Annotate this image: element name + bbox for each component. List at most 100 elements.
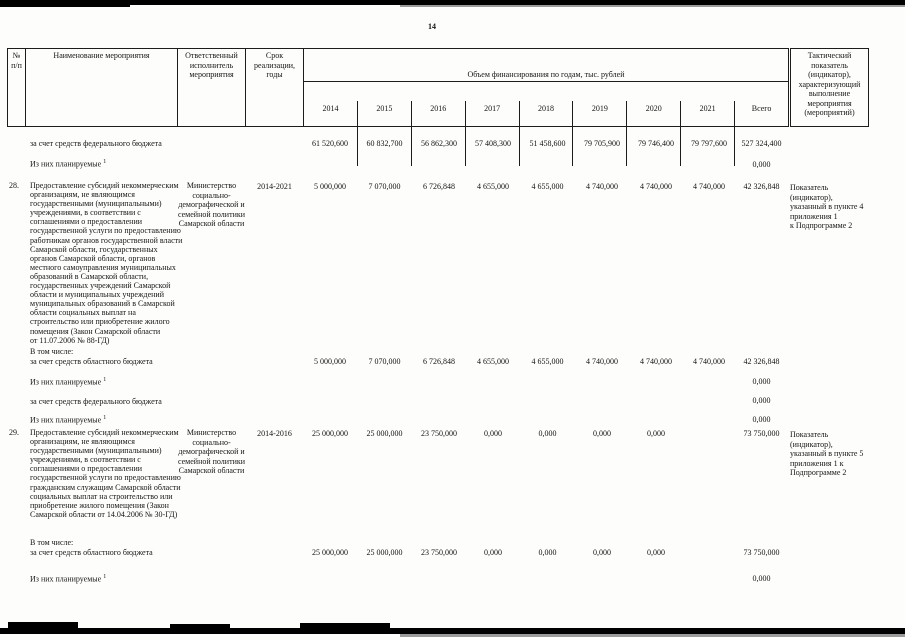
scan-artifact-top-gray: [400, 5, 905, 7]
measure-term: 2014-2016: [257, 429, 292, 438]
footnote-marker: 1: [103, 415, 107, 421]
row-label: В том числе: за счет средств областного …: [30, 538, 153, 557]
value-cell: 0,000: [593, 547, 611, 557]
value-cell: 6 726,848: [423, 356, 455, 366]
value-cell: 4 740,000: [640, 356, 672, 366]
value-cell: 4 740,000: [586, 356, 618, 366]
value-cell: 23 750,000: [421, 547, 457, 557]
value-cell: 0,000: [593, 429, 611, 438]
measure-name: Предоставление субсидий некоммерческим о…: [30, 428, 181, 519]
total-cell: 73 750,000: [743, 429, 780, 438]
value-cell: 4 655,000: [531, 356, 564, 366]
total-cell: 73 750,000: [743, 547, 780, 557]
value-cell: 4 740,000: [640, 182, 672, 191]
header-cell-term: Срок реализации, годы: [245, 48, 304, 127]
total-cell: 42 326,848: [743, 356, 780, 366]
scan-artifact-bottom-bar: [0, 628, 905, 634]
header-group-financing: Объем финансирования по годам, тыс. рубл…: [303, 48, 789, 166]
value-cell: 51 458,600: [529, 139, 566, 148]
total-cell: 0,000: [752, 574, 771, 583]
value-cell: 79 705,900: [584, 139, 620, 148]
row-label: за счет средств федерального бюджета: [30, 139, 162, 148]
row-label: Из них планируемые 1: [30, 414, 106, 425]
total-cell: 0,000: [752, 396, 771, 405]
value-cell: 60 832,700: [366, 139, 403, 148]
header-financing-title: Объем финансирования по годам, тыс. рубл…: [304, 68, 788, 82]
value-cell: 5 000,000: [314, 356, 346, 366]
value-cell: 0,000: [484, 547, 502, 557]
value-cell: 56 862,300: [421, 139, 457, 148]
header-cell-executor: Ответственный исполнитель мероприятия: [177, 48, 246, 127]
value-cell: 5 000,000: [314, 182, 346, 191]
value-cell: 4 655,000: [477, 356, 509, 366]
measure-executor: Министерство социально- демографической …: [177, 428, 246, 475]
value-cell: 0,000: [538, 429, 557, 438]
footnote-marker: 1: [103, 159, 107, 165]
value-cell: 25 000,000: [366, 429, 403, 438]
row-number: 29.: [9, 428, 19, 437]
header-year-2019: 2019: [573, 101, 628, 166]
header-year-row: 2014 2015 2016 2017 2018 2019 2020 2021 …: [304, 101, 788, 166]
footnote-marker: 1: [103, 574, 107, 580]
value-cell: 79 746,400: [638, 139, 674, 148]
row-label: В том числе: за счет средств областного …: [30, 347, 153, 366]
header-cell-indicator: Тактический показатель (индикатор), хара…: [790, 48, 869, 127]
row-label-text: Из них планируемые: [30, 159, 102, 169]
header-year-2016: 2016: [412, 101, 466, 166]
header-year-total: Всего: [751, 104, 772, 113]
scan-artifact-bottom-gray: [400, 634, 905, 637]
scan-artifact-blob: [170, 624, 230, 628]
value-cell: 23 750,000: [421, 429, 457, 438]
row-label: за счет средств федерального бюджета: [30, 397, 162, 406]
footnote-marker: 1: [103, 377, 107, 383]
value-cell: 7 070,000: [368, 182, 401, 191]
measure-name: Предоставление субсидий некоммерческим о…: [30, 181, 183, 345]
value-cell: 4 655,000: [477, 182, 509, 191]
header-year-2015: 2015: [358, 101, 412, 166]
header-year-2021: 2021: [681, 101, 736, 166]
row-label-text: Из них планируемые: [30, 415, 102, 425]
scan-artifact-blob: [300, 623, 390, 628]
value-cell: 25 000,000: [366, 547, 403, 557]
value-cell: 25 000,000: [312, 547, 348, 557]
value-cell: 4 740,000: [693, 356, 725, 366]
row-label: Из них планируемые 1: [30, 158, 106, 169]
header-year-2014: 2014: [304, 101, 358, 166]
scan-artifact-top-left: [0, 0, 130, 7]
value-cell: 7 070,000: [368, 356, 401, 366]
total-cell: 42 326,848: [743, 182, 780, 191]
header-year-2017: 2017: [466, 101, 520, 166]
row-label-text: Из них планируемые: [30, 377, 102, 387]
value-cell: 4 655,000: [531, 182, 564, 191]
value-cell: 57 408,300: [475, 139, 511, 148]
value-cell: 6 726,848: [423, 182, 455, 191]
value-cell: 79 797,600: [691, 139, 727, 148]
value-cell: 61 520,600: [312, 139, 348, 148]
measure-term: 2014-2021: [257, 182, 292, 191]
scan-artifact-top-bar: [0, 0, 905, 5]
scan-artifact-blob: [8, 622, 78, 628]
total-cell: 0,000: [752, 377, 771, 386]
header-year-2020: 2020: [627, 101, 682, 166]
value-cell: 0,000: [538, 547, 557, 557]
total-cell: 0,000: [752, 160, 771, 169]
total-cell: 0,000: [752, 415, 771, 424]
page-number: 14: [428, 22, 436, 31]
row-label: Из них планируемые 1: [30, 573, 106, 584]
value-cell: 25 000,000: [312, 429, 348, 438]
value-cell: 4 740,000: [693, 182, 725, 191]
value-cell: 0,000: [484, 429, 502, 438]
total-cell: 527 324,400: [741, 139, 782, 148]
row-label: Из них планируемые 1: [30, 376, 106, 387]
measure-indicator: Показатель (индикатор), указанный в пунк…: [790, 430, 864, 477]
header-cell-num: № п/п: [7, 48, 26, 127]
measure-executor: Министерство социально- демографической …: [177, 181, 246, 228]
value-cell: 4 740,000: [586, 182, 618, 191]
measure-indicator: Показатель (индикатор), указанный в пунк…: [790, 183, 864, 230]
header-cell-name: Наименование мероприятия: [25, 48, 178, 127]
value-cell: 0,000: [647, 429, 665, 438]
row-label-text: Из них планируемые: [30, 574, 102, 584]
header-year-2018: 2018: [520, 101, 574, 166]
row-number: 28.: [9, 181, 19, 190]
